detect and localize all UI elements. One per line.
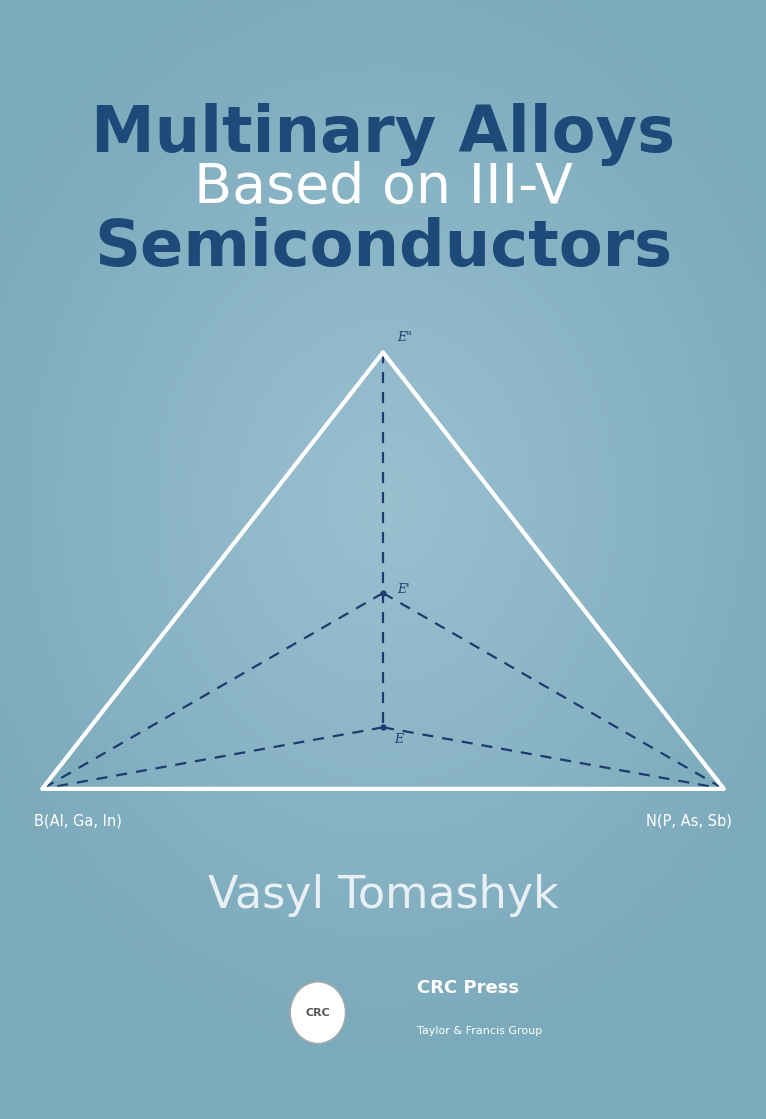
Text: E': E' [397, 583, 409, 596]
Text: E: E [394, 733, 404, 746]
Text: CRC: CRC [306, 1008, 330, 1017]
Ellipse shape [290, 982, 345, 1043]
Text: Taylor & Francis Group: Taylor & Francis Group [417, 1026, 543, 1036]
Text: CRC Press: CRC Press [417, 979, 519, 997]
Text: Multinary Alloys: Multinary Alloys [91, 103, 675, 166]
Text: Based on III-V: Based on III-V [194, 161, 572, 215]
Text: E": E" [397, 330, 411, 344]
Text: Vasyl Tomashyk: Vasyl Tomashyk [208, 874, 558, 916]
Text: Semiconductors: Semiconductors [94, 217, 672, 280]
Text: B(Al, Ga, In): B(Al, Ga, In) [34, 814, 123, 828]
Text: N(P, As, Sb): N(P, As, Sb) [646, 814, 732, 828]
